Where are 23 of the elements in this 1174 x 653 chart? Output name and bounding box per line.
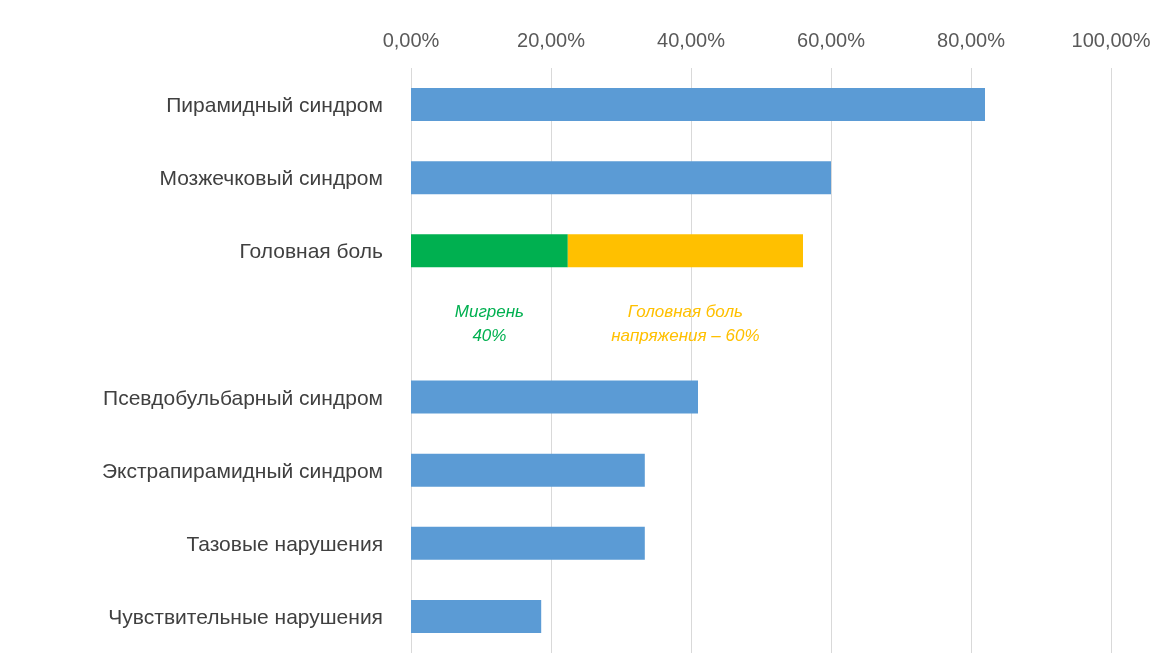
x-tick-label: 0,00% bbox=[382, 29, 440, 51]
x-tick-label: 40,00% bbox=[657, 29, 726, 51]
y-tick-label: Пирамидный синдром bbox=[166, 93, 383, 117]
x-tick-label: 100,00% bbox=[1071, 29, 1151, 51]
y-tick-label: Экстрапирамидный синдром bbox=[101, 458, 383, 482]
bar bbox=[411, 380, 698, 414]
y-tick-label: Псевдобульбарный синдром bbox=[103, 385, 383, 409]
bar bbox=[411, 161, 831, 195]
bar bbox=[411, 526, 645, 560]
annotation: Головная боль напряжения – 60% bbox=[611, 302, 760, 346]
y-tick-label: Мозжечковый синдром bbox=[159, 166, 383, 190]
bar bbox=[411, 599, 542, 633]
bar bbox=[411, 453, 645, 487]
y-tick-label: Чувствительные нарушения bbox=[108, 604, 383, 628]
x-tick-label: 20,00% bbox=[517, 29, 586, 51]
bar bbox=[411, 88, 985, 122]
bar bbox=[411, 234, 568, 268]
x-tick-label: 60,00% bbox=[797, 29, 866, 51]
y-tick-label: Головная боль bbox=[239, 239, 384, 263]
y-tick-label: Тазовые нарушения bbox=[186, 531, 383, 555]
x-tick-label: 80,00% bbox=[937, 29, 1006, 51]
bar bbox=[567, 234, 803, 268]
annotation: Мигрень 40% bbox=[454, 302, 525, 346]
